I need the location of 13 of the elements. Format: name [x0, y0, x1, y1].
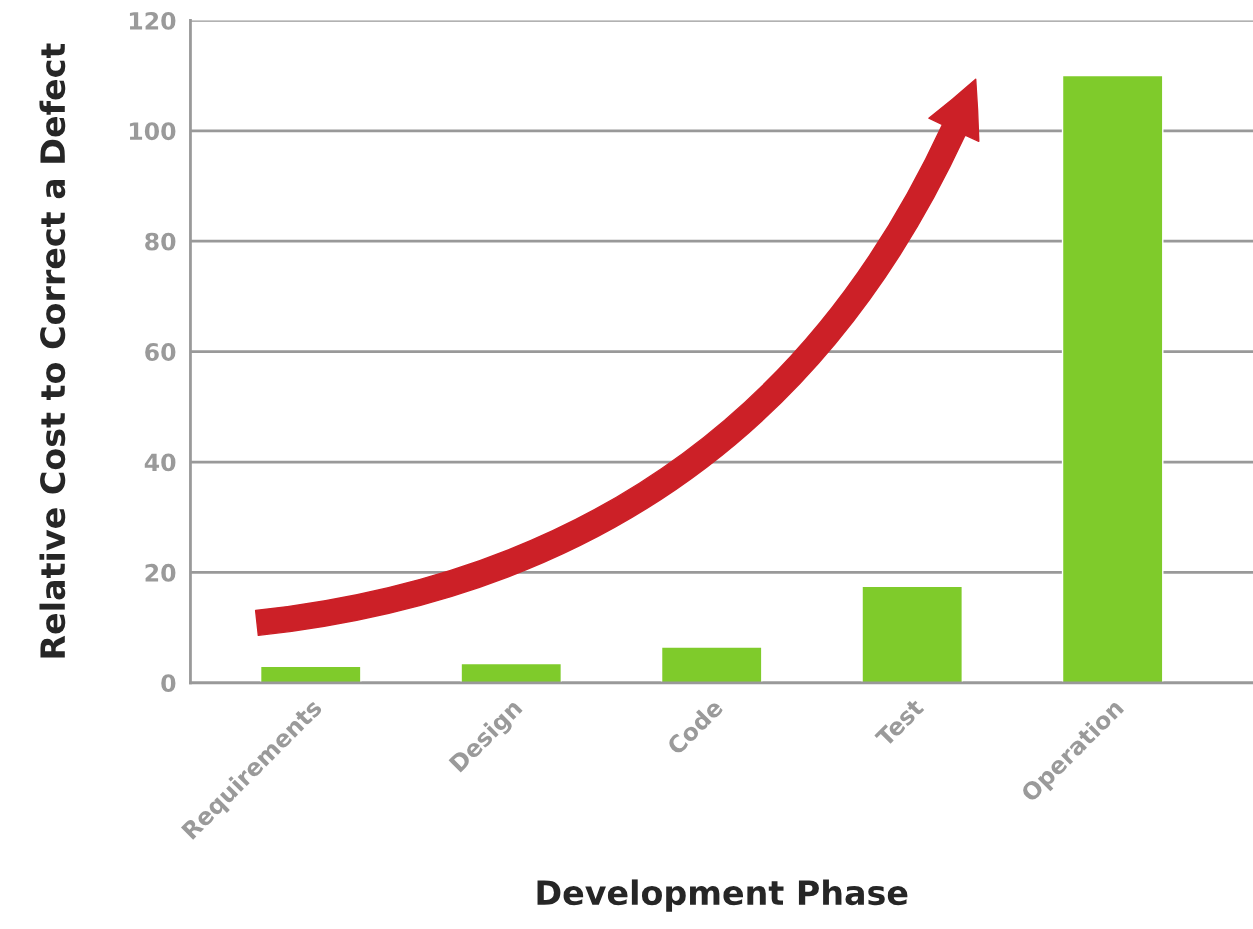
bar — [861, 585, 963, 683]
y-tick-label: 60 — [145, 343, 176, 361]
bar — [460, 662, 563, 683]
y-tick-label: 100 — [129, 122, 176, 141]
bar — [1061, 74, 1164, 683]
y-tick-label: 20 — [145, 563, 176, 582]
y-tick-label: 120 — [129, 11, 176, 30]
y-tick-label: 0 — [161, 674, 176, 693]
y-tick-label: 40 — [144, 453, 176, 472]
y-tick-label: 80 — [145, 232, 176, 251]
y-axis-title: Relative Cost to Correct a Defect — [39, 43, 66, 658]
x-axis-title: Development Phase — [537, 879, 908, 912]
bar — [660, 646, 763, 683]
